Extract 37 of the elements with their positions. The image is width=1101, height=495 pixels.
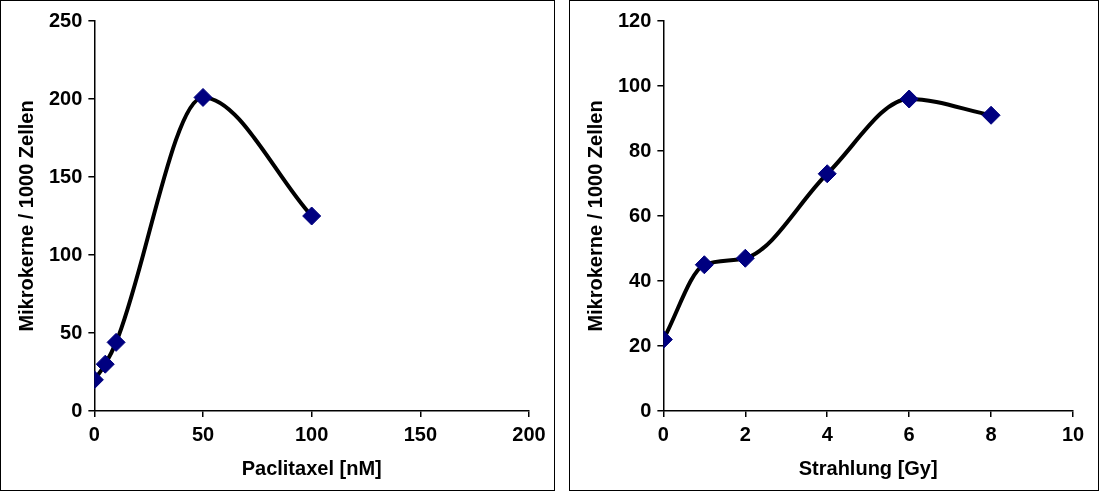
- x-tick-label: 0: [657, 422, 669, 445]
- point: [899, 89, 919, 109]
- point: [817, 164, 837, 184]
- point: [106, 332, 126, 352]
- point: [95, 354, 115, 374]
- y-tick-label: 100: [48, 242, 83, 265]
- x-tick-label: 100: [295, 422, 329, 445]
- x-tick-label: 6: [903, 422, 915, 445]
- y-tick-label: 100: [617, 73, 652, 96]
- y-tick-label: 60: [629, 203, 652, 226]
- y-tick-label: 0: [71, 398, 83, 421]
- y-tick-label: 80: [629, 138, 652, 161]
- x-tick-label: 2: [739, 422, 751, 445]
- y-tick-label: 250: [48, 8, 83, 31]
- y-tick-label: 0: [640, 398, 652, 421]
- x-axis-title: Strahlung [Gy]: [798, 456, 938, 479]
- x-tick-label: 10: [1061, 422, 1085, 445]
- x-tick-label: 8: [985, 422, 997, 445]
- x-axis-title: Paclitaxel [nM]: [241, 456, 382, 479]
- y-axis-title: Mikrokerne / 1000 Zellen: [583, 100, 606, 332]
- y-axis-title: Mikrokerne / 1000 Zellen: [14, 100, 37, 332]
- y-tick-label: 120: [617, 8, 652, 31]
- y-tick-label: 200: [48, 86, 83, 109]
- point: [302, 206, 322, 226]
- x-tick-label: 4: [821, 422, 834, 445]
- y-tick-label: 20: [629, 333, 652, 356]
- point: [193, 87, 213, 107]
- point: [981, 105, 1001, 125]
- y-tick-label: 150: [48, 164, 83, 187]
- point: [735, 248, 755, 268]
- x-tick-label: 150: [403, 422, 438, 445]
- y-tick-label: 50: [60, 320, 83, 343]
- y-tick-label: 40: [629, 268, 652, 291]
- x-tick-label: 0: [88, 422, 100, 445]
- x-tick-label: 50: [191, 422, 215, 445]
- x-tick-label: 200: [512, 422, 546, 445]
- point: [694, 255, 714, 275]
